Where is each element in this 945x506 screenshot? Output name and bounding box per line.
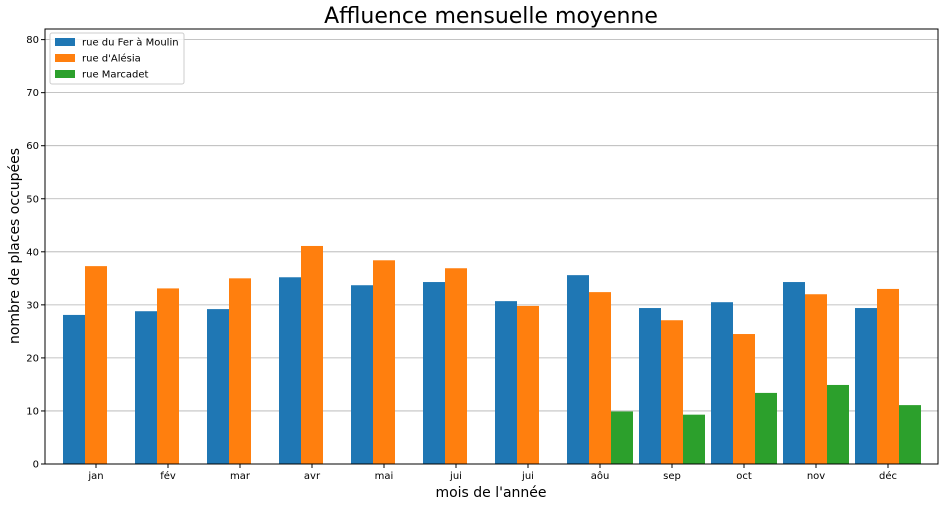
y-tick-label: 60 [26,141,39,152]
x-axis: jan fév mar avr mai jui jui aôu sep oct nov déc [87,464,897,482]
bar [589,292,611,464]
x-tick-label: jui [449,471,462,482]
bar [755,392,777,464]
bar [495,301,517,464]
y-tick-label: 50 [26,194,39,205]
legend-swatch [55,38,75,46]
x-tick-label: jui [521,471,534,482]
bar [157,288,179,464]
legend: rue du Fer à Moulin rue d'Alésia rue Marca… [49,32,185,85]
bar [877,288,899,464]
legend-swatch [55,70,75,78]
bar [711,302,733,464]
x-tick-label: oct [736,471,752,482]
x-tick-label: avr [304,471,321,482]
bar [783,282,805,464]
y-tick-label: 20 [26,353,39,364]
bar [517,305,539,464]
bar [229,278,251,464]
legend-label: rue du Fer à Moulin [82,37,179,49]
x-tick-label: mar [230,471,251,482]
bar [827,384,849,464]
x-tick-label: jan [87,471,103,482]
bar [805,294,827,464]
x-tick-label: fév [160,470,176,482]
grid [45,39,938,412]
x-tick-label: nov [807,471,825,482]
bar [661,320,683,464]
bar [899,405,921,464]
bars [63,245,921,464]
x-tick-label: déc [879,470,897,482]
bar [423,282,445,464]
y-axis: 0 10 20 30 40 50 60 70 80 [26,35,45,471]
bar [301,245,323,464]
bar [373,260,395,464]
bar [279,277,301,464]
bar [207,309,229,464]
bar [639,308,661,464]
bar [855,308,877,464]
legend-label: rue Marcadet [82,70,149,81]
y-tick-label: 40 [26,247,39,258]
bar [63,314,85,464]
y-tick-label: 30 [26,300,39,311]
bar [567,275,589,464]
legend-box [49,32,185,85]
legend-swatch [55,54,75,62]
y-axis-label: nombre de places occupées [7,148,23,344]
legend-label: rue d'Alésia [82,53,141,65]
plot-frame [44,28,939,465]
bar [683,414,705,464]
bar [351,285,373,464]
bar [135,311,157,464]
x-tick-label: aôu [591,470,610,482]
y-tick-label: 10 [26,406,39,417]
y-tick-label: 70 [26,88,39,99]
x-tick-label: sep [663,471,681,482]
bar [733,334,755,464]
y-tick-label: 0 [33,460,39,471]
x-axis-label: mois de l'année [435,485,546,501]
bar [445,268,467,464]
y-tick-label: 80 [26,35,39,46]
x-tick-label: mai [375,471,394,482]
bar [611,411,633,464]
chart-title: Affluence mensuelle moyenne [324,4,658,29]
bar [85,266,107,464]
